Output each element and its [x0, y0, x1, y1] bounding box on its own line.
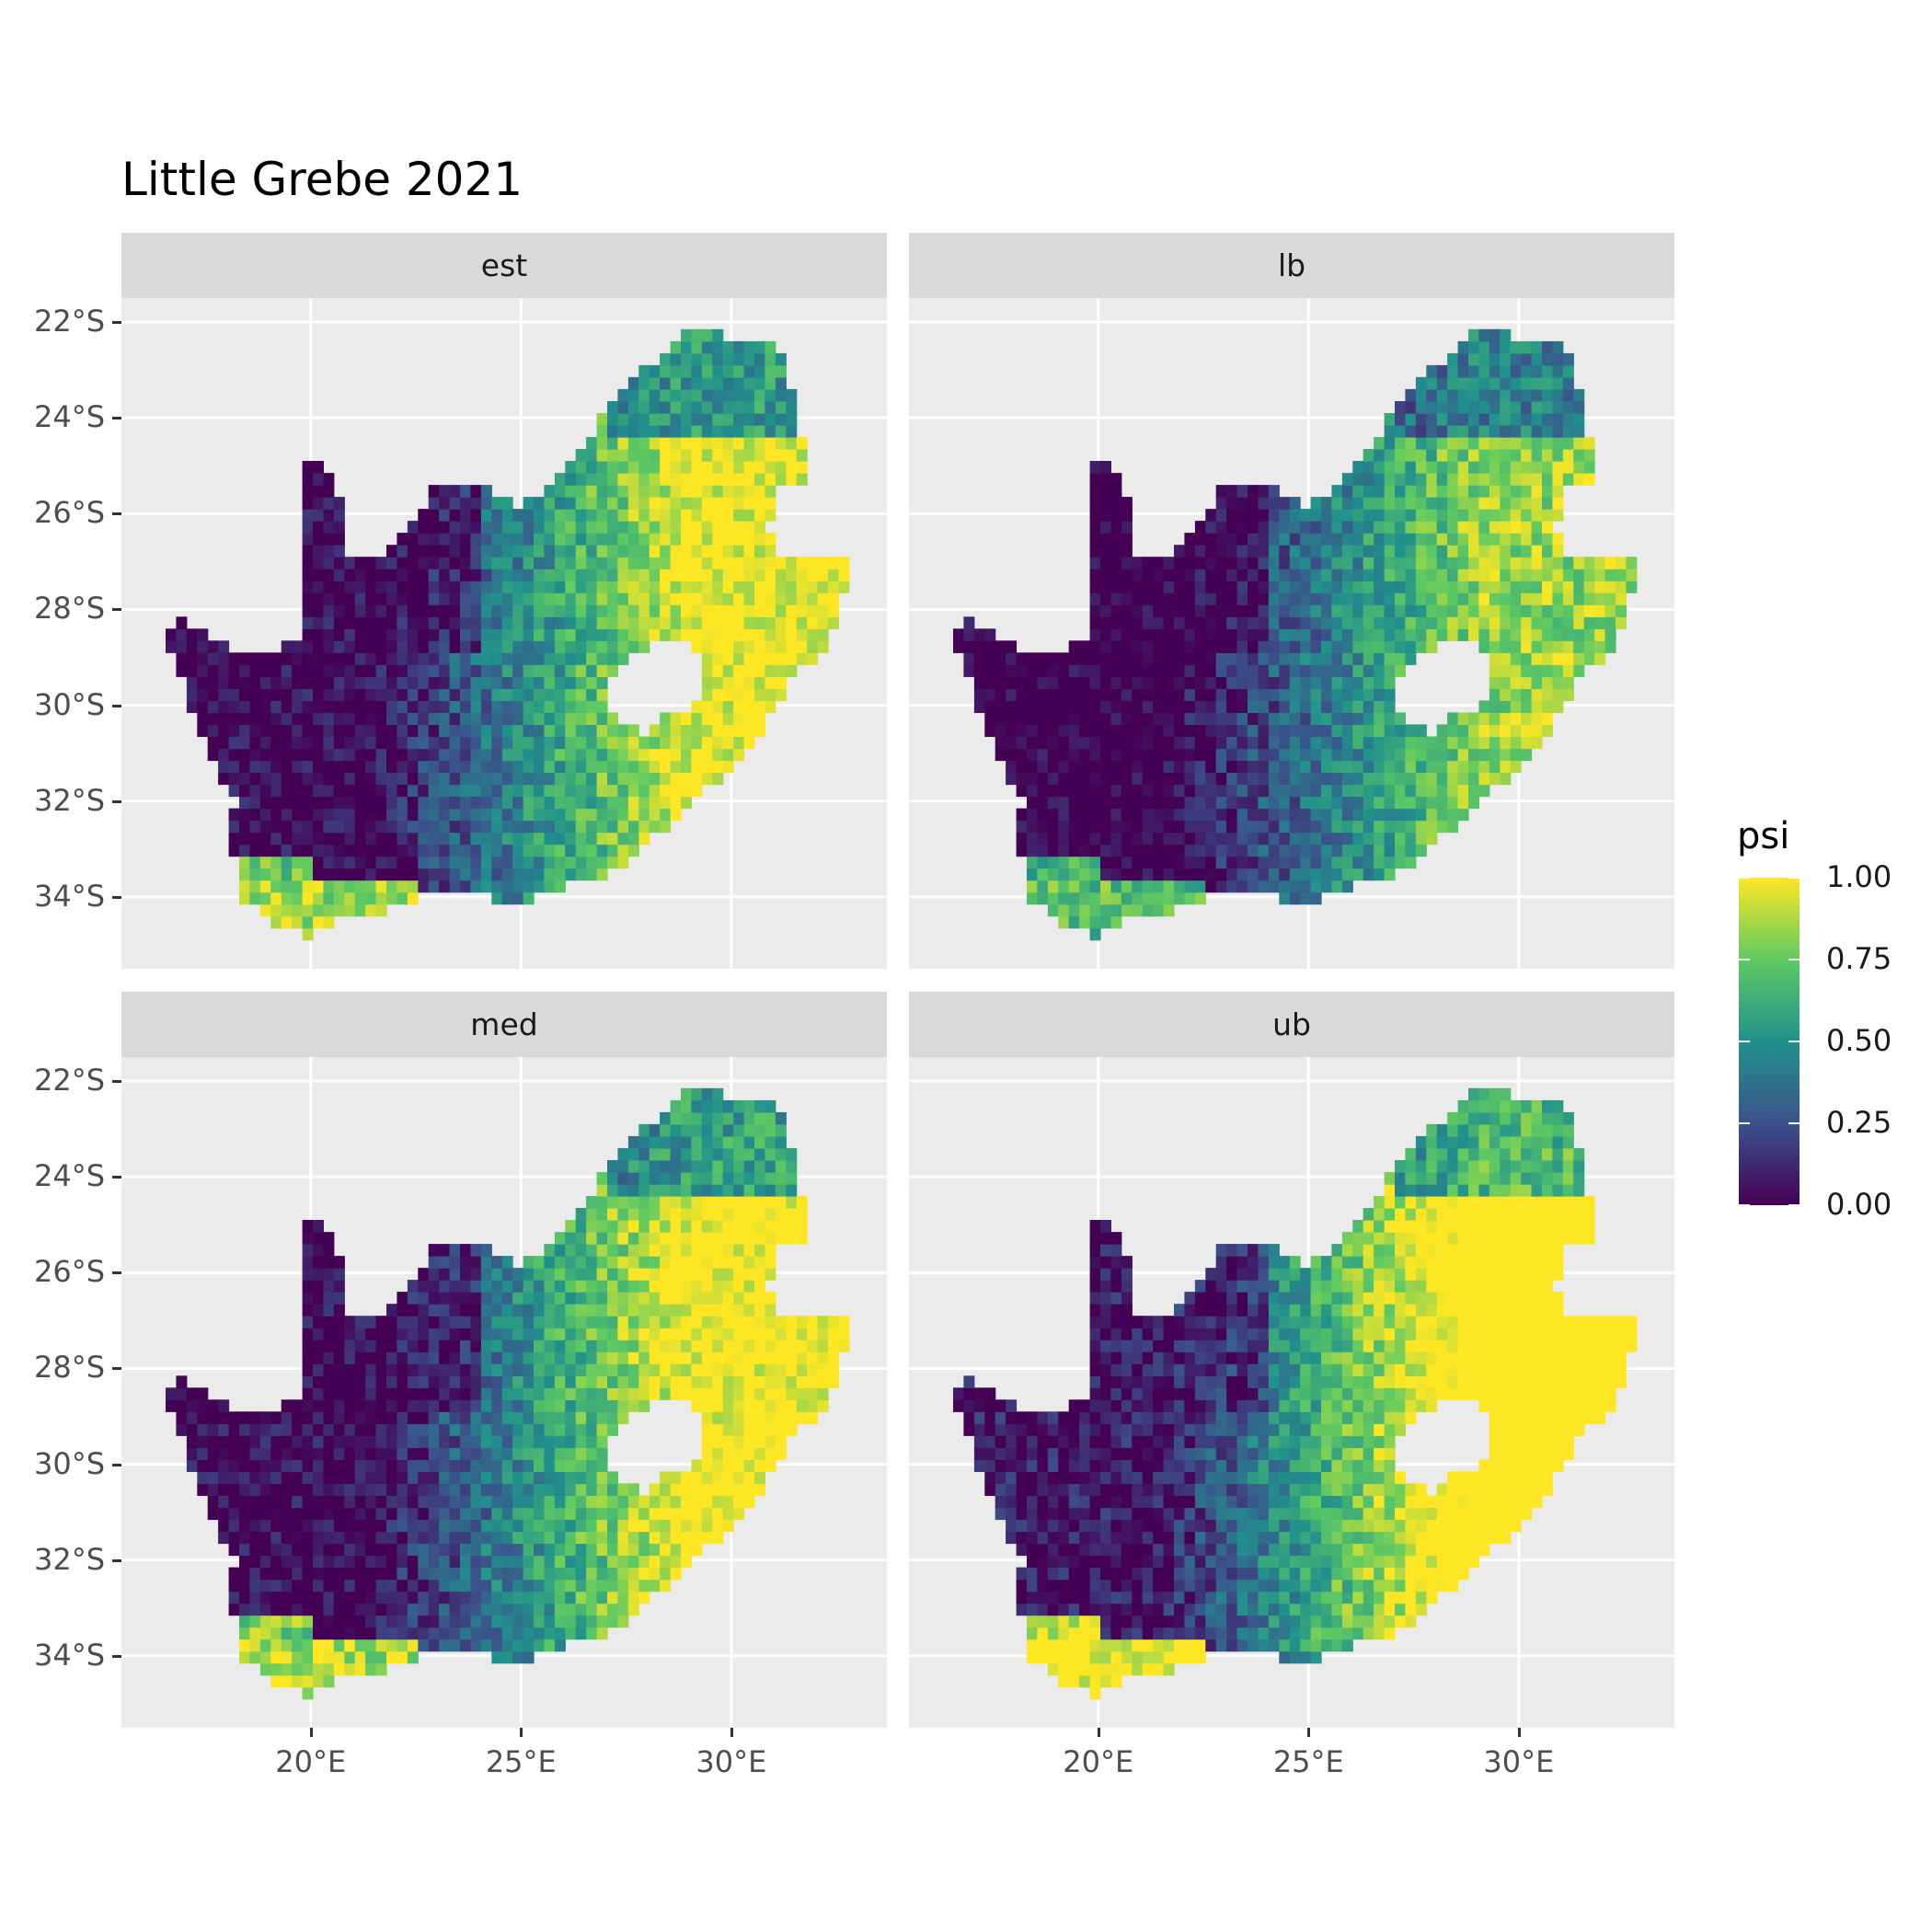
- y-tick-label: 32°S: [33, 1541, 105, 1577]
- y-tick-mark: [112, 1367, 121, 1371]
- x-tick-mark: [520, 1728, 523, 1737]
- x-tick-mark: [1517, 1728, 1521, 1737]
- legend-tick: [1788, 1204, 1800, 1206]
- y-tick-mark: [112, 608, 121, 612]
- legend-label: 0.75: [1826, 941, 1892, 976]
- psi-raster: [953, 328, 1638, 941]
- legend-label: 1.00: [1826, 859, 1892, 894]
- legend-label: 0.50: [1826, 1023, 1892, 1058]
- x-tick-mark: [309, 1728, 313, 1737]
- map-panel-med: [121, 1057, 887, 1728]
- y-tick-mark: [112, 1176, 121, 1179]
- panel-lb: lb: [909, 233, 1674, 969]
- plot-title: Little Grebe 2021: [121, 153, 523, 206]
- y-tick-label: 22°S: [33, 1063, 105, 1098]
- legend-label: 0.25: [1826, 1105, 1892, 1140]
- y-tick-mark: [112, 512, 121, 516]
- legend-tick: [1739, 1204, 1750, 1206]
- panel-ub: ub: [909, 992, 1674, 1728]
- strip-label-ub: ub: [909, 992, 1674, 1057]
- panel-est: est: [121, 233, 887, 969]
- legend-label: 0.00: [1826, 1187, 1892, 1222]
- y-tick-mark: [112, 704, 121, 707]
- map-svg: [909, 298, 1674, 969]
- y-tick-label: 24°S: [33, 399, 105, 435]
- y-tick-mark: [112, 799, 121, 803]
- y-tick-label: 30°S: [33, 686, 105, 722]
- y-tick-label: 26°S: [33, 1254, 105, 1290]
- x-tick-mark: [1097, 1728, 1100, 1737]
- y-tick-mark: [112, 1080, 121, 1084]
- y-tick-label: 26°S: [33, 495, 105, 531]
- panel-med: med: [121, 992, 887, 1728]
- psi-raster: [166, 1087, 850, 1700]
- legend-tick: [1739, 877, 1750, 879]
- psi-raster: [953, 1087, 1638, 1700]
- y-tick-label: 34°S: [33, 878, 105, 914]
- psi-raster: [166, 328, 850, 941]
- y-tick-label: 22°S: [33, 304, 105, 339]
- map-svg: [121, 1057, 887, 1728]
- legend-title: psi: [1737, 815, 1790, 857]
- legend-tick: [1788, 1041, 1800, 1042]
- legend-tick: [1739, 959, 1750, 960]
- y-tick-mark: [112, 1463, 121, 1466]
- legend-tick: [1739, 1122, 1750, 1124]
- x-tick-label: 25°E: [1272, 1744, 1344, 1779]
- y-tick-mark: [112, 895, 121, 899]
- y-tick-mark: [112, 1654, 121, 1658]
- map-panel-est: [121, 298, 887, 969]
- y-tick-label: 30°S: [33, 1445, 105, 1481]
- x-tick-label: 30°E: [1483, 1744, 1555, 1779]
- strip-label-lb: lb: [909, 233, 1674, 298]
- y-tick-label: 24°S: [33, 1158, 105, 1194]
- x-tick-label: 25°E: [485, 1744, 557, 1779]
- x-tick-label: 30°E: [696, 1744, 767, 1779]
- x-tick-label: 20°E: [275, 1744, 347, 1779]
- map-svg: [121, 298, 887, 969]
- x-tick-mark: [730, 1728, 733, 1737]
- legend-tick: [1739, 1041, 1750, 1042]
- map-svg: [909, 1057, 1674, 1728]
- y-tick-label: 28°S: [33, 591, 105, 627]
- y-tick-mark: [112, 1271, 121, 1275]
- map-panel-lb: [909, 298, 1674, 969]
- y-tick-mark: [112, 321, 121, 325]
- y-tick-label: 28°S: [33, 1350, 105, 1386]
- strip-label-est: est: [121, 233, 887, 298]
- x-tick-label: 20°E: [1063, 1744, 1134, 1779]
- strip-label-med: med: [121, 992, 887, 1057]
- y-tick-mark: [112, 1558, 121, 1562]
- legend-tick: [1788, 877, 1800, 879]
- legend-tick: [1788, 1122, 1800, 1124]
- y-tick-mark: [112, 417, 121, 420]
- map-panel-ub: [909, 1057, 1674, 1728]
- y-tick-label: 32°S: [33, 782, 105, 818]
- y-tick-label: 34°S: [33, 1637, 105, 1673]
- legend-tick: [1788, 959, 1800, 960]
- x-tick-mark: [1307, 1728, 1311, 1737]
